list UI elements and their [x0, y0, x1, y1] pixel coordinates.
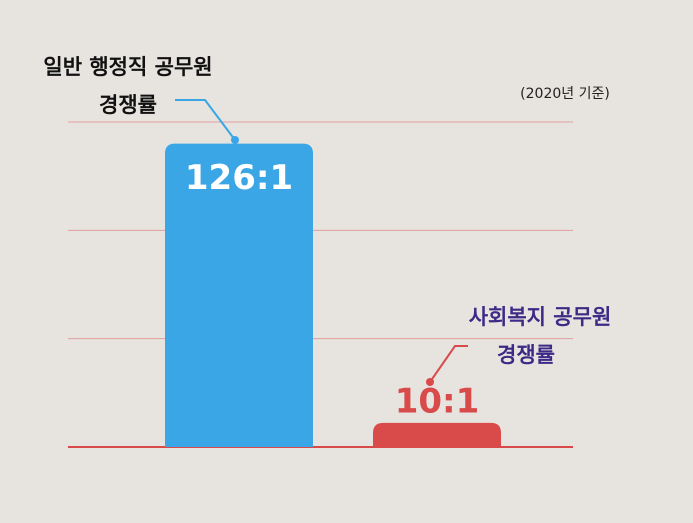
bar: [373, 422, 501, 447]
value-label: 126:1: [185, 158, 293, 198]
value-label: 10:1: [395, 381, 480, 421]
leader-dot: [426, 378, 434, 386]
category-label: 일반 행정직 공무원: [43, 55, 212, 79]
category-label: 경쟁률: [497, 343, 555, 367]
leader-dot: [231, 136, 239, 144]
category-label: 사회복지 공무원: [469, 305, 612, 329]
leader-line: [175, 99, 236, 141]
leader-line: [429, 345, 468, 383]
category-label: 경쟁률: [99, 93, 157, 117]
note: (2020년 기준): [520, 86, 610, 102]
bar: [165, 143, 313, 447]
